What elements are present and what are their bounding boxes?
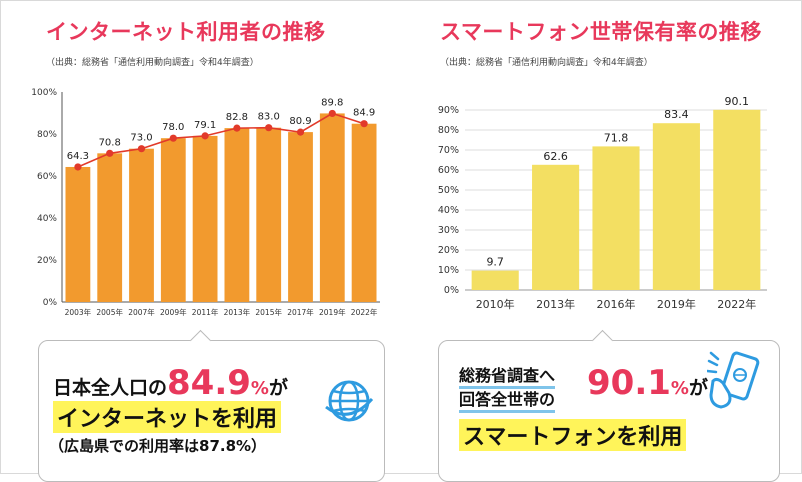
y-tick-label: 80% xyxy=(37,130,57,140)
left-source-note: （出典：総務省「通信利用動向調査」令和4年調査） xyxy=(46,58,259,68)
x-tick-label: 2015年 xyxy=(255,307,282,317)
smartphone-hand-icon xyxy=(707,351,760,409)
bar xyxy=(192,135,218,302)
left-callout-pct: % xyxy=(250,378,269,399)
data-point xyxy=(137,145,146,153)
left-callout-line1: 日本全人口の84.9%が xyxy=(53,363,288,403)
trend-line xyxy=(77,112,365,168)
y-tick-label: 100% xyxy=(31,88,57,98)
left-callout-note: （広島県での利用率は87.8%） xyxy=(49,437,267,455)
y-tick-label: 20% xyxy=(438,245,459,256)
bar xyxy=(256,127,282,302)
data-label: 84.9 xyxy=(353,108,375,119)
bar xyxy=(592,146,640,290)
data-label: 62.6 xyxy=(543,150,568,163)
x-tick-label: 2013年 xyxy=(224,307,251,317)
x-tick-label: 2009年 xyxy=(160,307,187,317)
data-point xyxy=(169,134,177,142)
left-callout-highlight: インターネットを利用 xyxy=(53,401,282,433)
data-point xyxy=(328,109,336,118)
y-tick-label: 60% xyxy=(438,165,459,176)
x-tick-label: 2005年 xyxy=(96,307,123,317)
data-label: 64.3 xyxy=(67,151,89,162)
x-tick-label: 2007年 xyxy=(128,307,155,317)
y-tick-label: 80% xyxy=(438,125,459,136)
data-point xyxy=(74,163,82,171)
x-tick-label: 2022年 xyxy=(717,297,756,311)
data-label: 82.8 xyxy=(226,112,248,123)
x-tick-label: 2016年 xyxy=(597,297,636,311)
x-tick-label: 2019年 xyxy=(657,297,696,311)
right-callout: 総務省調査へ 回答全世帯の 90.1%が スマートフォンを利用 xyxy=(438,329,780,482)
globe-icon xyxy=(325,380,373,422)
data-point xyxy=(201,132,209,140)
x-tick-label: 2010年 xyxy=(476,297,515,311)
y-tick-label: 0% xyxy=(444,285,459,296)
right-callout-pct: % xyxy=(670,378,689,399)
left-chart-title: インターネット利用者の推移 xyxy=(46,20,326,44)
right-callout-lead: 総務省調査へ 回答全世帯の xyxy=(459,365,556,413)
x-tick-label: 2003年 xyxy=(65,307,92,317)
right-callout-value-line: 90.1%が xyxy=(587,363,708,403)
data-label: 83.4 xyxy=(664,108,689,121)
y-tick-label: 40% xyxy=(37,214,57,224)
data-label: 73.0 xyxy=(130,133,152,144)
left-callout-suffix: が xyxy=(268,377,288,399)
y-tick-label: 90% xyxy=(438,105,459,116)
left-callout-prefix: 日本全人口の xyxy=(53,377,168,399)
x-tick-label: 2011年 xyxy=(192,307,219,317)
y-tick-label: 40% xyxy=(438,205,459,216)
x-tick-label: 2017年 xyxy=(287,307,314,317)
y-tick-label: 30% xyxy=(438,225,459,236)
smartphone-ownership-chart: 0% 10% 20% 30% 40% 50% 60% 70% 80% 90% 9.7 2010年 62.… xyxy=(438,95,767,311)
bar xyxy=(351,123,377,303)
x-tick-label: 2013年 xyxy=(536,297,575,311)
right-callout-line-b: 回答全世帯の xyxy=(459,389,556,413)
data-label: 9.7 xyxy=(486,256,504,269)
data-label: 80.9 xyxy=(289,116,311,127)
data-label: 79.1 xyxy=(194,120,216,131)
y-tick-label: 10% xyxy=(438,265,459,276)
bar xyxy=(288,132,313,302)
y-tick-label: 20% xyxy=(37,256,57,266)
right-chart-title: スマートフォン世帯保有率の推移 xyxy=(440,20,762,44)
bar xyxy=(129,148,154,302)
data-point xyxy=(265,124,273,132)
bar xyxy=(532,164,580,290)
x-tick-label: 2022年 xyxy=(351,307,378,317)
right-callout-highlight: スマートフォンを利用 xyxy=(459,419,687,451)
internet-users-chart: 0% 20% 40% 60% 80% 100% 2003年 2005年 2007年 2009年 20… xyxy=(31,88,380,317)
x-tick-label: 2019年 xyxy=(319,307,346,317)
bar xyxy=(319,113,345,302)
right-source-note: （出典：総務省「通信利用動向調査」令和4年調査） xyxy=(440,58,653,68)
bar xyxy=(65,166,91,302)
y-tick-label: 70% xyxy=(438,145,459,156)
right-callout-line-a: 総務省調査へ xyxy=(459,365,556,389)
data-point xyxy=(296,128,305,136)
data-label: 89.8 xyxy=(321,97,343,108)
left-callout: 日本全人口の84.9%が インターネットを利用 （広島県での利用率は87.8%） xyxy=(38,329,385,482)
data-point xyxy=(106,149,114,157)
y-tick-label: 50% xyxy=(438,185,459,196)
bar xyxy=(224,128,250,302)
data-label: 71.8 xyxy=(604,131,629,144)
data-label: 83.0 xyxy=(258,112,280,123)
left-callout-big-value: 84.9 xyxy=(167,363,251,403)
data-point xyxy=(233,124,241,132)
y-tick-label: 0% xyxy=(43,298,58,308)
data-label: 70.8 xyxy=(99,137,121,148)
bar xyxy=(652,123,700,290)
data-label: 90.1 xyxy=(725,95,750,108)
bar xyxy=(97,153,123,302)
data-label: 78.0 xyxy=(162,122,184,133)
data-point xyxy=(360,120,368,128)
right-callout-suffix: が xyxy=(688,377,708,399)
bar xyxy=(160,138,186,302)
right-callout-big-value: 90.1 xyxy=(587,363,671,403)
bar xyxy=(713,109,761,290)
bar xyxy=(471,270,519,290)
y-tick-label: 60% xyxy=(37,172,57,182)
